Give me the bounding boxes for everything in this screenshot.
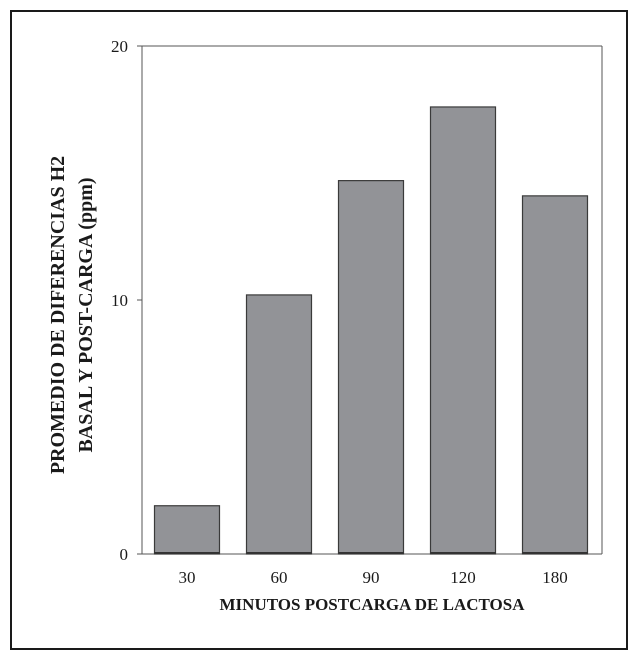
y-axis-title-line-1: PROMEDIO DE DIFERENCIAS H2 [47, 156, 69, 474]
y-tick-label: 20 [111, 37, 128, 56]
x-tick-label: 90 [363, 568, 380, 587]
x-tick-label: 120 [450, 568, 476, 587]
x-tick-label: 60 [271, 568, 288, 587]
x-tick-label: 30 [179, 568, 196, 587]
bar [521, 195, 589, 555]
bar-chart: PROMEDIO DE DIFERENCIAS H2 BASAL Y POST-… [47, 37, 603, 614]
bar [153, 505, 221, 555]
bar [245, 294, 313, 555]
y-tick-label: 0 [120, 545, 129, 564]
x-tick-label: 180 [542, 568, 568, 587]
plot-area: 0 10 20 30 60 90 120 180 [111, 37, 603, 587]
y-axis-title-line-2: BASAL Y POST-CARGA (ppm) [75, 177, 97, 452]
bar [429, 106, 497, 555]
x-axis-title: MINUTOS POSTCARGA DE LACTOSA [220, 595, 526, 614]
y-tick-label: 10 [111, 291, 128, 310]
bar [337, 180, 405, 555]
